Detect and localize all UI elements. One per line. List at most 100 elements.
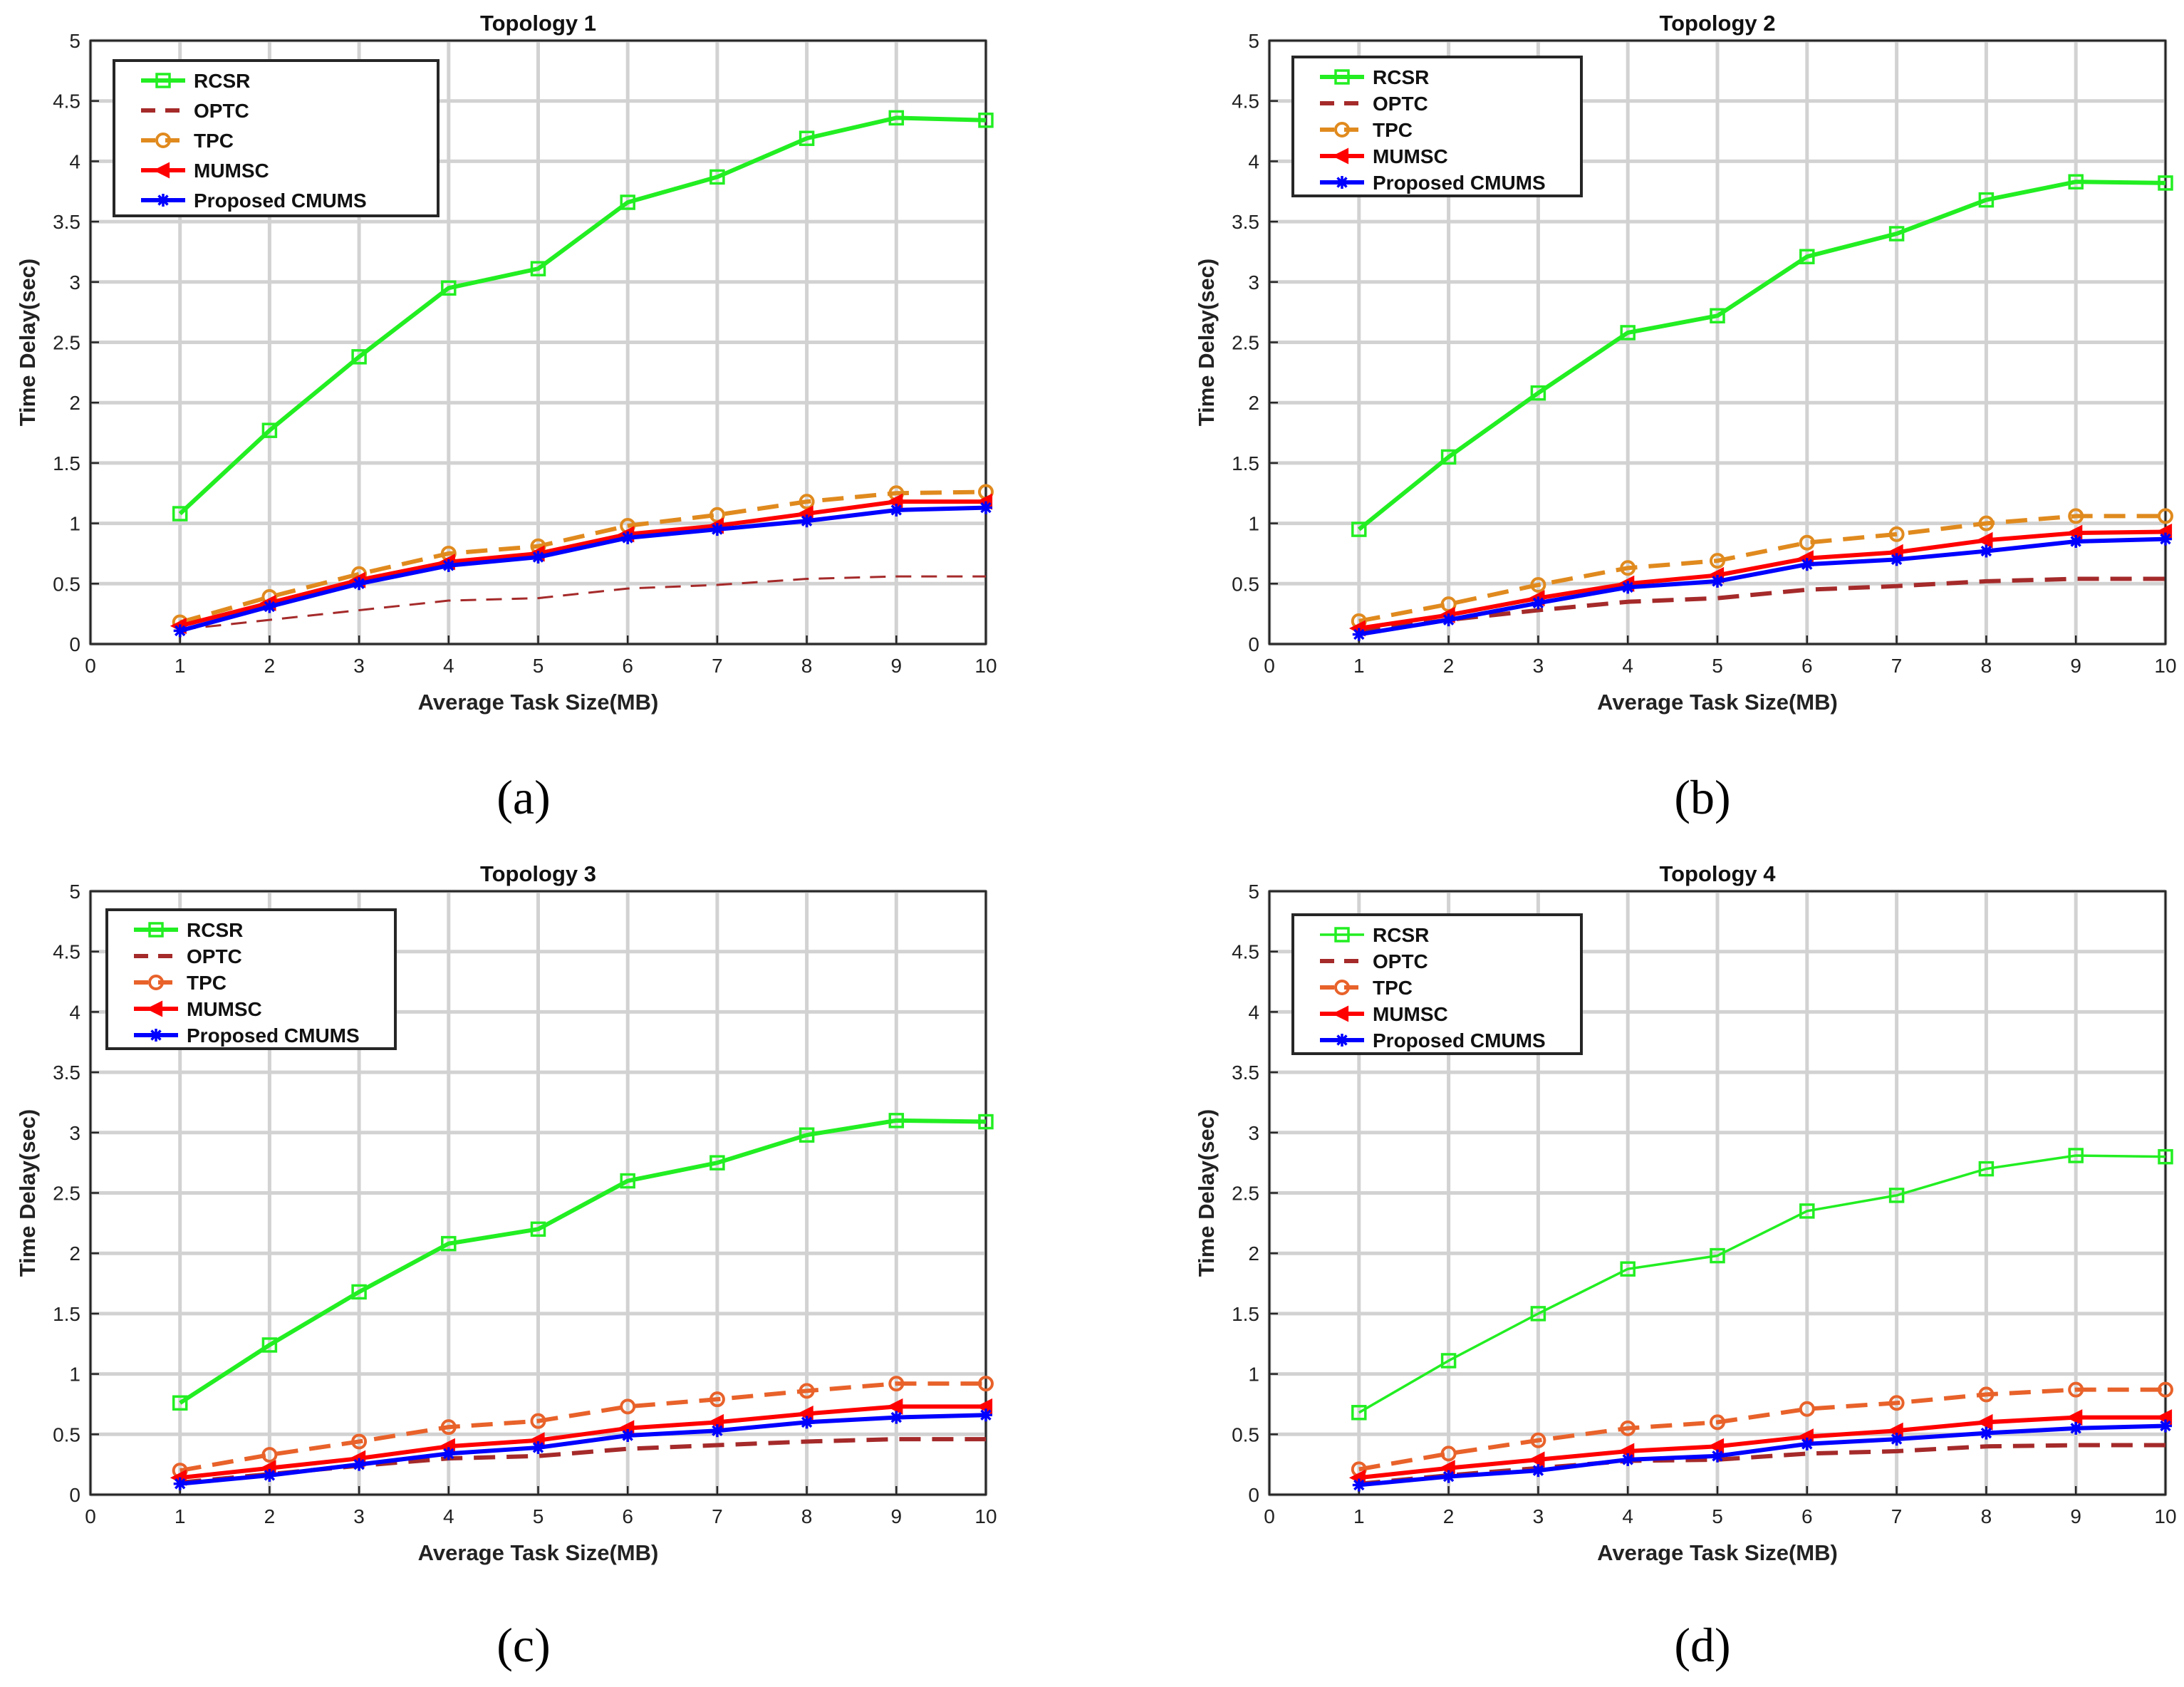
data-point — [440, 1419, 457, 1436]
y-tick-label: 0 — [1248, 633, 1259, 655]
y-axis-label: Time Delay(sec) — [15, 1109, 40, 1277]
y-tick-label: 2.5 — [53, 332, 80, 354]
series-proposed-cmums — [1352, 532, 2172, 641]
legend-label: OPTC — [1373, 93, 1428, 115]
y-tick-label: 1 — [69, 1364, 80, 1386]
legend: RCSR OPTC TPC MUMSC Proposed CMUMS — [113, 59, 440, 217]
data-point — [2156, 1409, 2173, 1426]
x-tick-label: 0 — [1264, 655, 1275, 677]
legend-label: Proposed CMUMS — [187, 1024, 360, 1047]
data-point — [976, 1398, 993, 1415]
y-tick-label: 2 — [1248, 392, 1259, 414]
data-point — [1352, 628, 1366, 641]
x-tick-label: 2 — [264, 655, 276, 677]
x-tick-label: 7 — [712, 655, 723, 677]
chart-2: 0 1 2 3 4 5 6 7 8 9 10 0 0.5 1 1.5 2 2.5 3 3.5 4 4.5 5 Topolog… — [1194, 11, 2177, 715]
x-tick-label: 10 — [974, 1505, 997, 1527]
x-tick-label: 7 — [712, 1505, 723, 1527]
data-point — [978, 1114, 994, 1130]
legend-label: RCSR — [194, 70, 250, 92]
series-line — [180, 1381, 986, 1473]
data-point — [173, 624, 187, 638]
y-tick-label: 0 — [1248, 1484, 1259, 1506]
data-point — [1978, 1161, 1995, 1177]
data-point — [620, 1398, 636, 1415]
y-tick-label: 2.5 — [1232, 332, 1259, 354]
legend-swatch-marker — [1336, 1034, 1348, 1047]
x-tick-label: 3 — [1533, 655, 1544, 677]
legend-swatch-marker — [1334, 980, 1350, 995]
chart-3: 0 1 2 3 4 5 6 7 8 9 10 0 0.5 1 1.5 2 2.5 3 3.5 4 4.5 5 Topolog… — [15, 861, 997, 1565]
y-tick-label: 4 — [69, 1001, 80, 1023]
series-line — [179, 505, 987, 633]
x-tick-label: 2 — [1443, 1505, 1455, 1527]
chart-title: Topology 3 — [480, 861, 596, 886]
data-point — [2158, 175, 2173, 191]
series-proposed-cmums — [1352, 1419, 2172, 1492]
data-point — [263, 600, 276, 613]
data-point — [621, 531, 635, 544]
y-tick-label: 3.5 — [1232, 1061, 1259, 1084]
series-rcsr — [172, 110, 994, 521]
data-point — [261, 422, 278, 438]
x-tick-label: 9 — [891, 655, 903, 677]
data-point — [2068, 1381, 2084, 1398]
legend-label: Proposed CMUMS — [194, 190, 367, 212]
series-line — [1358, 1154, 2166, 1414]
series-tpc — [172, 484, 994, 630]
data-point — [2069, 535, 2083, 549]
y-tick-label: 1 — [1248, 513, 1259, 535]
y-tick-label: 3 — [69, 271, 80, 294]
data-point — [530, 261, 546, 276]
x-tick-label: 0 — [1264, 1505, 1275, 1527]
data-point — [799, 1127, 815, 1143]
x-tick-label: 5 — [1712, 655, 1723, 677]
series-mumsc — [170, 1398, 993, 1486]
data-point — [2066, 524, 2083, 541]
data-point — [709, 1155, 725, 1170]
data-point — [351, 1284, 367, 1300]
y-tick-label: 1.5 — [1232, 1303, 1259, 1325]
x-tick-label: 6 — [622, 655, 633, 677]
y-axis-label: Time Delay(sec) — [1194, 1109, 1219, 1277]
data-point — [172, 506, 188, 521]
series-line — [180, 575, 986, 631]
data-point — [1799, 249, 1815, 264]
data-point — [1799, 534, 1815, 551]
x-tick-label: 1 — [175, 655, 186, 677]
caption-a: (a) — [496, 770, 551, 824]
y-tick-label: 3.5 — [53, 1061, 80, 1084]
legend-label: RCSR — [187, 919, 243, 941]
data-point — [172, 1395, 188, 1411]
data-point — [1442, 1470, 1455, 1483]
y-tick-label: 5 — [1248, 881, 1259, 903]
y-tick-label: 3 — [69, 1122, 80, 1144]
x-tick-label: 10 — [974, 655, 997, 677]
data-point — [2066, 1409, 2083, 1426]
data-point — [979, 501, 992, 514]
data-point — [979, 1408, 992, 1422]
chart-title: Topology 1 — [480, 11, 596, 36]
legend-box — [105, 908, 397, 1050]
series-optc — [1358, 576, 2165, 633]
x-tick-label: 1 — [1353, 1505, 1365, 1527]
legend-box — [1291, 913, 1583, 1055]
y-axis-label: Time Delay(sec) — [1194, 259, 1219, 427]
data-point — [796, 1405, 813, 1423]
data-point — [978, 1376, 994, 1392]
x-tick-label: 6 — [1801, 655, 1813, 677]
x-tick-label: 2 — [1443, 655, 1455, 677]
x-axis-label: Average Task Size(MB) — [1597, 1540, 1838, 1565]
y-tick-label: 0.5 — [1232, 1423, 1259, 1445]
y-tick-label: 4.5 — [53, 90, 80, 113]
y-tick-label: 0 — [69, 1484, 80, 1506]
x-tick-label: 3 — [353, 1505, 365, 1527]
series-line — [1358, 529, 2166, 630]
legend-swatch-marker — [146, 1000, 163, 1017]
y-tick-label: 1 — [69, 513, 80, 535]
legend-swatch-marker — [1334, 69, 1350, 85]
y-tick-label: 0 — [69, 633, 80, 655]
data-point — [351, 349, 367, 365]
legend-swatch-marker — [148, 922, 164, 938]
x-tick-label: 9 — [891, 1505, 903, 1527]
